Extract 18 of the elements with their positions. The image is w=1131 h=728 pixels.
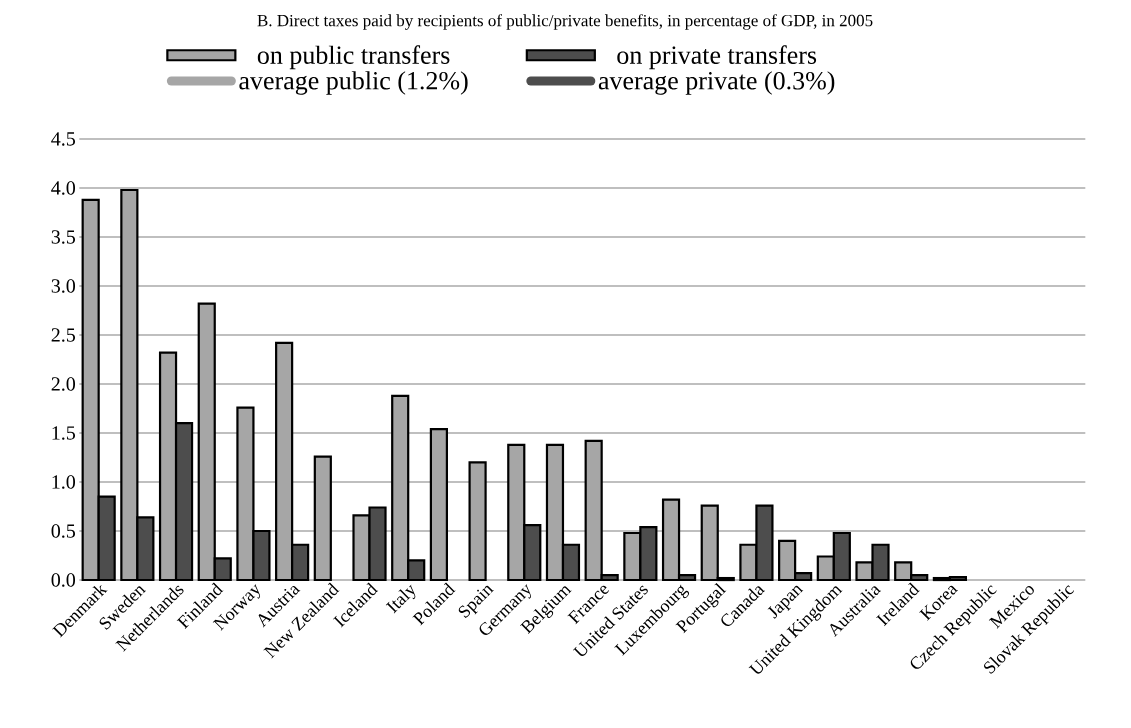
bar — [468, 461, 487, 582]
bar — [313, 455, 332, 582]
legend-label: on public transfers — [257, 45, 450, 70]
legend-label: average private (0.3%) — [598, 71, 835, 95]
chart-title: B. Direct taxes paid by recipients of public/private benefits, in percentage of GDP, in 2005 — [257, 14, 873, 30]
y-tick-label: 2.5 — [51, 328, 76, 342]
legend-label: average public (1.2%) — [239, 71, 468, 95]
bar — [429, 428, 448, 582]
y-tick-label: 0.5 — [51, 524, 76, 538]
y-tick-label: 1.0 — [52, 475, 76, 489]
y-tick-label: 0.0 — [51, 573, 76, 587]
y-tick-label: 2.0 — [51, 377, 76, 391]
y-tick-label: 3.5 — [51, 230, 76, 244]
y-tick-label: 4.0 — [51, 181, 76, 195]
y-tick-label: 4.5 — [51, 132, 76, 146]
legend-label: on private transfers — [617, 45, 817, 70]
y-tick-label: 3.0 — [51, 279, 76, 293]
y-tick-label: 1.5 — [52, 426, 76, 440]
